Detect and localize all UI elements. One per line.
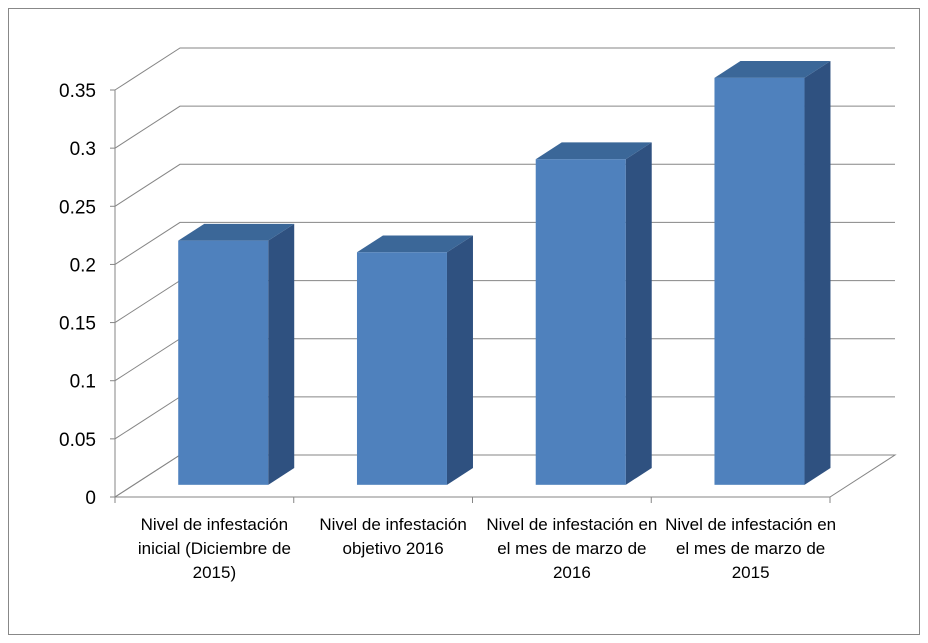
grid-line <box>114 163 895 207</box>
y-tick-label: 0.15 <box>59 314 96 335</box>
y-tick-label: 0.35 <box>59 81 96 102</box>
grid-line <box>114 105 895 149</box>
x-tick-label: Nivel de infestación en el mes de marzo … <box>486 515 658 582</box>
bar-side <box>268 223 295 485</box>
bar-side <box>625 142 652 485</box>
bar <box>178 240 269 485</box>
x-tick-label: Nivel de infestación inicial (Diciembre … <box>137 515 291 582</box>
bar <box>356 252 447 485</box>
y-tick-label: 0.1 <box>70 372 96 393</box>
bar-top <box>178 223 295 241</box>
y-tick-label: 0.2 <box>70 255 96 276</box>
bar-top <box>535 142 652 160</box>
y-tick-label: 0.3 <box>70 139 96 160</box>
x-tick-label: Nivel de infestación en el mes de marzo … <box>665 515 837 582</box>
bar <box>714 77 805 485</box>
y-tick-label: 0.25 <box>59 197 96 218</box>
y-tick-label: 0.05 <box>59 430 96 451</box>
bar-top <box>714 61 831 78</box>
bar <box>535 159 626 485</box>
bar-side <box>446 235 473 485</box>
grid-line <box>114 221 895 265</box>
bar-side <box>804 61 831 485</box>
grid-line <box>114 47 895 91</box>
x-tick-label: Nivel de infestación objetivo 2016 <box>319 515 467 558</box>
bar-top <box>356 235 473 253</box>
y-tick-label: 0 <box>85 488 96 509</box>
